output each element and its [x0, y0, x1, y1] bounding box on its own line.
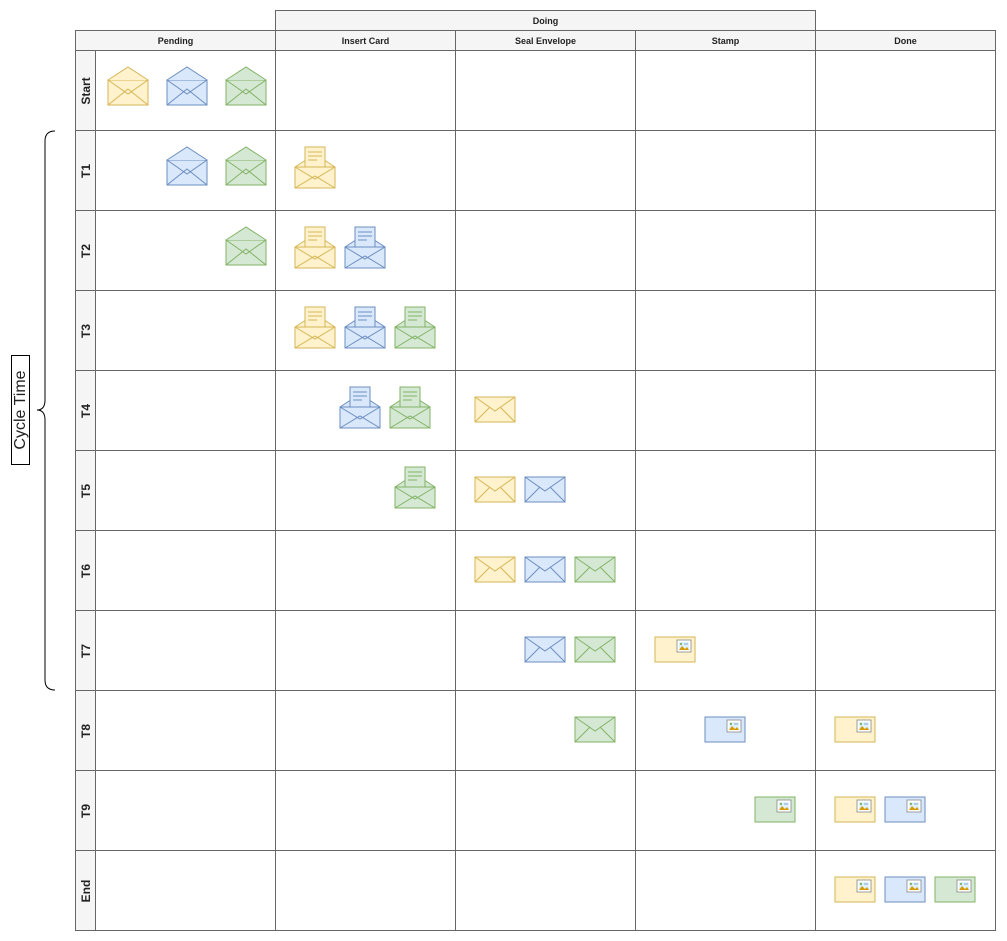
cycle-time-label: Cycle Time	[11, 355, 30, 465]
envelope-sealed-green-icon	[574, 636, 616, 663]
cycle-time-brace	[36, 130, 56, 691]
envelope-sealed-blue-icon	[524, 556, 566, 583]
envelope-sealed-yellow-icon	[474, 396, 516, 423]
envelope-stamped-green-icon	[754, 796, 796, 823]
envelope-card-green-icon	[394, 466, 436, 509]
envelope-sealed-blue-icon	[524, 476, 566, 503]
envelope-card-green-icon	[389, 386, 431, 429]
envelope-sealed-yellow-icon	[474, 556, 516, 583]
envelope-card-yellow-icon	[294, 146, 336, 189]
envelope-card-yellow-icon	[294, 226, 336, 269]
envelope-stamped-blue-icon	[704, 716, 746, 743]
envelope-stamped-blue-icon	[884, 876, 926, 903]
envelope-card-blue-icon	[344, 226, 386, 269]
envelope-open-green-icon	[225, 146, 267, 186]
envelope-card-blue-icon	[344, 306, 386, 349]
envelope-sealed-blue-icon	[524, 636, 566, 663]
envelope-sealed-green-icon	[574, 556, 616, 583]
envelope-open-green-icon	[225, 226, 267, 266]
envelope-open-green-icon	[225, 66, 267, 106]
envelope-stamped-yellow-icon	[834, 716, 876, 743]
envelope-stamped-yellow-icon	[834, 796, 876, 823]
board-cell	[815, 850, 996, 931]
envelope-sealed-green-icon	[574, 716, 616, 743]
envelope-sealed-yellow-icon	[474, 476, 516, 503]
envelope-stamped-blue-icon	[884, 796, 926, 823]
envelope-open-yellow-icon	[107, 66, 149, 106]
envelope-card-yellow-icon	[294, 306, 336, 349]
envelope-stamped-yellow-icon	[834, 876, 876, 903]
envelope-stamped-green-icon	[934, 876, 976, 903]
envelope-open-blue-icon	[166, 66, 208, 106]
envelope-stamped-yellow-icon	[654, 636, 696, 663]
envelope-open-blue-icon	[166, 146, 208, 186]
envelope-card-green-icon	[394, 306, 436, 349]
envelope-card-blue-icon	[339, 386, 381, 429]
